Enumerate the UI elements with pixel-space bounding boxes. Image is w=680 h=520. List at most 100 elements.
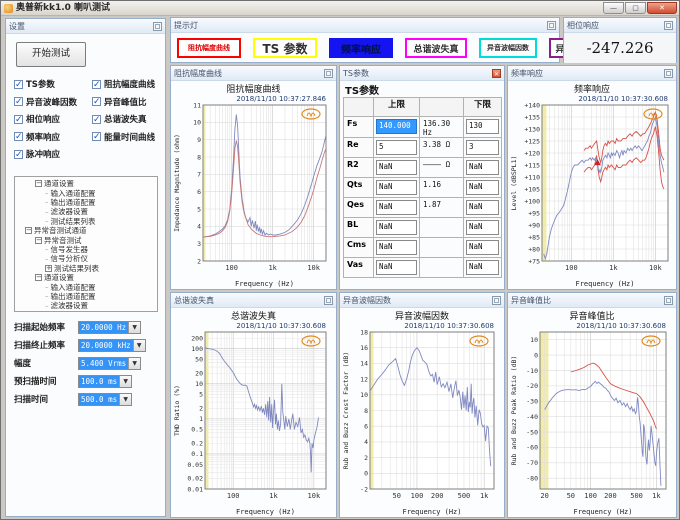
checkbox-阻抗幅度曲线[interactable]: ✓阻抗幅度曲线 <box>92 78 164 90</box>
combo-扫描起始频率[interactable]: 20.0000 Hz▼ <box>78 321 141 334</box>
checkbox-label: 频率响应 <box>26 131 60 143</box>
svg-text:10: 10 <box>530 336 538 344</box>
checkbox-异音峰值比[interactable]: ✓异音峰值比 <box>92 96 164 108</box>
checkbox-box-icon[interactable]: ✓ <box>92 132 101 141</box>
tree-item-滤波器设置[interactable]: –滤波器设置 <box>15 301 157 310</box>
svg-text:20: 20 <box>540 492 548 500</box>
collapse-icon[interactable]: − <box>35 237 42 244</box>
field-label: 扫描起始频率 <box>14 321 78 333</box>
ts-measured-value: 1.87 <box>420 198 464 218</box>
combo-value[interactable]: 20.0000 Hz <box>79 322 128 333</box>
panel-restore-icon[interactable] <box>324 69 333 78</box>
ts-upper-limit-input[interactable]: NaN <box>376 180 417 195</box>
checkbox-TS参数[interactable]: ✓TS参数 <box>14 78 92 90</box>
checkbox-box-icon[interactable]: ✓ <box>92 115 101 124</box>
collapse-icon[interactable]: − <box>35 274 42 281</box>
chevron-down-icon[interactable]: ▼ <box>133 340 145 351</box>
tree-item-异常音测试通道[interactable]: −异常音测试通道 <box>15 226 157 235</box>
panel-restore-icon[interactable] <box>664 21 673 30</box>
ts-measured-value: –––– Ω <box>420 158 464 178</box>
panel-restore-icon[interactable] <box>664 296 673 305</box>
ts-upper-limit-input[interactable]: 140.000 <box>376 119 417 134</box>
combo-预扫描时间[interactable]: 100.0 ms▼ <box>78 375 132 388</box>
combo-value[interactable]: 100.0 ms <box>79 376 119 387</box>
ts-lower-limit-input[interactable]: 130 <box>466 119 499 134</box>
checkbox-box-icon[interactable]: ✓ <box>92 97 101 106</box>
combo-扫描时间[interactable]: 500.0 ms▼ <box>78 393 132 406</box>
lamp-异音波幅因数[interactable]: 异音波幅因数 <box>479 38 537 58</box>
panel-restore-icon[interactable] <box>664 69 673 78</box>
ts-upper-limit-input[interactable]: NaN <box>376 220 417 235</box>
svg-text:4: 4 <box>364 438 368 446</box>
ts-col-header <box>344 98 374 117</box>
svg-text:Frequency (Hz): Frequency (Hz) <box>573 508 632 516</box>
ts-upper-limit-input[interactable]: NaN <box>376 160 417 175</box>
ts-lower-limit-input[interactable]: NaN <box>466 160 499 175</box>
checkbox-box-icon[interactable]: ✓ <box>14 97 23 106</box>
svg-text:7: 7 <box>197 171 201 179</box>
combo-扫描终止频率[interactable]: 20.0000 kHz▼ <box>78 339 146 352</box>
ts-lower-limit-input[interactable]: NaN <box>466 260 499 275</box>
svg-text:0.02: 0.02 <box>187 475 203 483</box>
tree-item-label: 滤波器设置 <box>51 300 89 311</box>
svg-text:异音波幅因数: 异音波幅因数 <box>395 310 449 322</box>
panel-restore-icon[interactable] <box>547 21 556 30</box>
checkbox-box-icon[interactable]: ✓ <box>14 80 23 89</box>
close-button[interactable]: ✕ <box>647 2 677 14</box>
checkbox-总谐波失真[interactable]: ✓总谐波失真 <box>92 113 164 125</box>
checkbox-脉冲响应[interactable]: ✓脉冲响应 <box>14 148 92 160</box>
checkbox-box-icon[interactable]: ✓ <box>92 80 101 89</box>
checkbox-频率响应[interactable]: ✓频率响应 <box>14 131 92 143</box>
combo-value[interactable]: 500.0 ms <box>79 394 119 405</box>
combo-value[interactable]: 20.0000 kHz <box>79 340 133 351</box>
checkbox-box-icon[interactable]: ✓ <box>14 150 23 159</box>
ts-upper-limit-input[interactable]: NaN <box>376 240 417 255</box>
start-test-button[interactable]: 开始测试 <box>16 42 86 67</box>
phase-panel-titlebar: 相位响应 <box>564 18 676 33</box>
collapse-icon[interactable]: − <box>35 180 42 187</box>
lamp-总谐波失真[interactable]: 总谐波失真 <box>405 38 467 58</box>
svg-text:2: 2 <box>197 257 201 265</box>
ts-upper-limit-input[interactable]: 5 <box>376 140 417 155</box>
chevron-down-icon[interactable]: ▼ <box>128 358 140 369</box>
ts-lower-limit-input[interactable]: NaN <box>466 220 499 235</box>
ts-upper-limit-input[interactable]: NaN <box>376 200 417 215</box>
ts-lower-limit-input[interactable]: NaN <box>466 240 499 255</box>
ts-measured-value <box>420 258 464 278</box>
svg-text:+125: +125 <box>524 137 540 145</box>
checkbox-能量时间曲线[interactable]: ✓能量时间曲线 <box>92 131 164 143</box>
ts-param-name: Qes <box>344 198 374 218</box>
chevron-down-icon[interactable]: ▼ <box>128 322 140 333</box>
chevron-down-icon[interactable]: ▼ <box>119 394 131 405</box>
maximize-button[interactable]: ▢ <box>625 2 646 14</box>
panel-restore-icon[interactable] <box>153 22 162 31</box>
minimize-button[interactable]: — <box>603 2 624 14</box>
lamp-频率响应[interactable]: 频率响应 <box>329 38 393 58</box>
impedance-panel-titlebar: 阻抗幅度曲线 <box>171 66 336 81</box>
ts-upper-limit-input[interactable]: NaN <box>376 260 417 275</box>
ts-lower-limit-input[interactable]: 3 <box>466 140 499 155</box>
ts-lower-limit-input[interactable]: NaN <box>466 180 499 195</box>
tree-item-测试结果列表[interactable]: +测试结果列表 <box>15 264 157 273</box>
checkbox-异音波峰因数[interactable]: ✓异音波峰因数 <box>14 96 92 108</box>
panel-restore-icon[interactable] <box>492 296 501 305</box>
lamp-TS 参数[interactable]: TS 参数 <box>253 38 317 58</box>
ts-lower-limit-input[interactable]: NaN <box>466 200 499 215</box>
combo-value[interactable]: 5.400 Vrms <box>79 358 128 369</box>
panel-close-icon[interactable] <box>492 69 501 78</box>
chevron-down-icon[interactable]: ▼ <box>119 376 131 387</box>
collapse-icon[interactable]: − <box>25 227 32 234</box>
checkbox-box-icon[interactable]: ✓ <box>14 115 23 124</box>
checkbox-label: 脉冲响应 <box>26 148 60 160</box>
thd-panel-title: 总谐波失真 <box>174 295 214 306</box>
checkbox-box-icon[interactable]: ✓ <box>14 132 23 141</box>
tree-branch-icon: – <box>45 198 49 206</box>
table-row: Re53.38 Ω3 <box>344 138 502 158</box>
combo-幅度[interactable]: 5.400 Vrms▼ <box>78 357 141 370</box>
svg-text:+110: +110 <box>524 173 540 181</box>
checkbox-相位响应[interactable]: ✓相位响应 <box>14 113 92 125</box>
lamp-阻抗幅度曲线[interactable]: 阻抗幅度曲线 <box>177 38 241 58</box>
panel-restore-icon[interactable] <box>324 296 333 305</box>
expand-icon[interactable]: + <box>45 265 52 272</box>
svg-text:1k: 1k <box>652 492 661 500</box>
